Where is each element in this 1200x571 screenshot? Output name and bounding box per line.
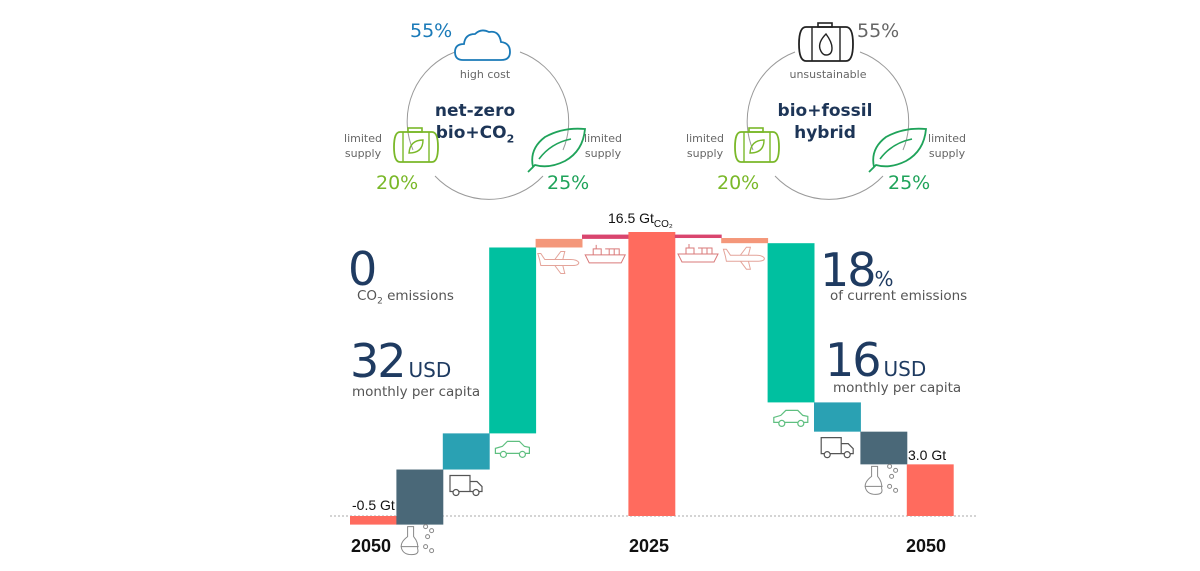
high-cost-label: high cost: [459, 68, 511, 81]
leaf-supply-label: limited supply: [578, 131, 628, 161]
bar-industry-right: [860, 431, 908, 465]
airplane-icon: [722, 246, 765, 270]
scenario-title-line2: hybrid: [794, 123, 856, 143]
left-emissions-value: 0: [348, 242, 377, 296]
scenario-ring-hybrid: [746, 51, 910, 200]
scenario-ring-netzero: [406, 51, 570, 200]
right-cost-value: 16 USD: [825, 337, 926, 392]
cost-share-pct: 55%: [410, 20, 453, 42]
bio-supply-label: limited supply: [338, 131, 388, 161]
bar-aviation-right: [721, 238, 769, 244]
airplane-icon: [537, 250, 580, 274]
label-line2: supply: [584, 147, 622, 160]
label-line2: supply: [686, 147, 724, 160]
bar-total-2050-hybrid: [906, 464, 954, 516]
bar-trucks-right: [814, 402, 861, 432]
co2-subscript: 2: [377, 296, 383, 307]
scenario-title-line1: net-zero: [434, 101, 516, 121]
bar-trucks-left: [442, 433, 490, 470]
scenario-title-netzero: net-zero bio+CO2: [420, 100, 530, 150]
cloud-icon: [454, 29, 511, 61]
truck-icon: [820, 437, 854, 459]
ship-icon: [677, 244, 719, 263]
label-line1: limited: [584, 132, 622, 145]
left-end-value-label: -0.5 Gt: [352, 497, 395, 513]
scenario-title-line2: bio+CO2: [420, 122, 530, 150]
label-line1: limited: [928, 132, 966, 145]
fossil-share-pct: 55%: [857, 20, 900, 42]
cost-unit: USD: [408, 358, 452, 382]
co2-text: CO: [357, 288, 378, 304]
center-value-text: 16.5 Gt: [608, 210, 654, 226]
fossil-tank-icon: [798, 22, 854, 62]
unsustainable-label: unsustainable: [789, 68, 867, 81]
truck-icon: [449, 474, 483, 497]
year-label-right: 2050: [906, 536, 947, 556]
chemistry-flask-icon: [400, 524, 435, 556]
bar-shipping-left: [582, 234, 629, 239]
emissions-number: 18: [820, 243, 877, 297]
scenario-title-line1: bio+fossil: [777, 101, 873, 121]
center-value-label: 16.5 GtCO₂: [608, 210, 673, 230]
label-line1: limited: [686, 132, 724, 145]
right-cost-label: monthly per capita: [833, 380, 962, 396]
car-icon: [494, 440, 531, 458]
label-line2: supply: [344, 147, 382, 160]
bio-share-pct: 20%: [717, 172, 760, 194]
right-emissions-label: of current emissions: [830, 288, 968, 304]
left-emissions-label: CO2 emissions: [357, 288, 454, 307]
leaf-icon: [527, 127, 586, 173]
bio-tank-icon: [393, 127, 439, 163]
title-text: bio+CO: [435, 123, 507, 143]
bar-total-2025: [628, 232, 676, 516]
bar-cars-left: [489, 247, 537, 434]
right-end-value-label: 3.0 Gt: [908, 447, 947, 463]
bar-industry-left: [396, 469, 444, 525]
cost-number: 32: [350, 334, 407, 388]
icons-group: [400, 244, 899, 556]
bar-aviation-left: [535, 238, 583, 248]
year-label-left: 2050: [351, 536, 392, 556]
emissions-text: emissions: [382, 288, 454, 304]
emissions-unit: %: [874, 267, 894, 291]
leaf-share-pct: 25%: [547, 172, 590, 194]
leaf-share-pct: 25%: [888, 172, 931, 194]
cost-unit: USD: [883, 357, 927, 381]
chemistry-flask-icon: [864, 463, 899, 495]
bar-shipping-right: [674, 234, 722, 239]
right-emissions-value: 18%: [820, 247, 894, 302]
label-line2: supply: [928, 147, 966, 160]
title-subscript: 2: [506, 132, 515, 146]
ship-icon: [584, 244, 627, 264]
left-cost-label: monthly per capita: [352, 384, 481, 400]
left-cost-value: 32 USD: [350, 338, 451, 393]
bar-cars-right: [767, 243, 815, 403]
bar-total-2050-netzero: [350, 516, 397, 525]
bio-share-pct: 20%: [376, 172, 419, 194]
car-icon: [773, 409, 809, 427]
leaf-supply-label: limited supply: [922, 131, 972, 161]
bars-group: [350, 232, 954, 525]
scenario-title-hybrid: bio+fossil hybrid: [765, 100, 885, 144]
year-label-center: 2025: [629, 536, 670, 556]
bio-tank-icon: [734, 127, 780, 163]
center-value-sub: CO₂: [653, 218, 673, 230]
label-line1: limited: [344, 132, 382, 145]
bio-supply-label: limited supply: [680, 131, 730, 161]
cost-number: 16: [825, 333, 882, 387]
leaf-icon: [868, 127, 927, 173]
